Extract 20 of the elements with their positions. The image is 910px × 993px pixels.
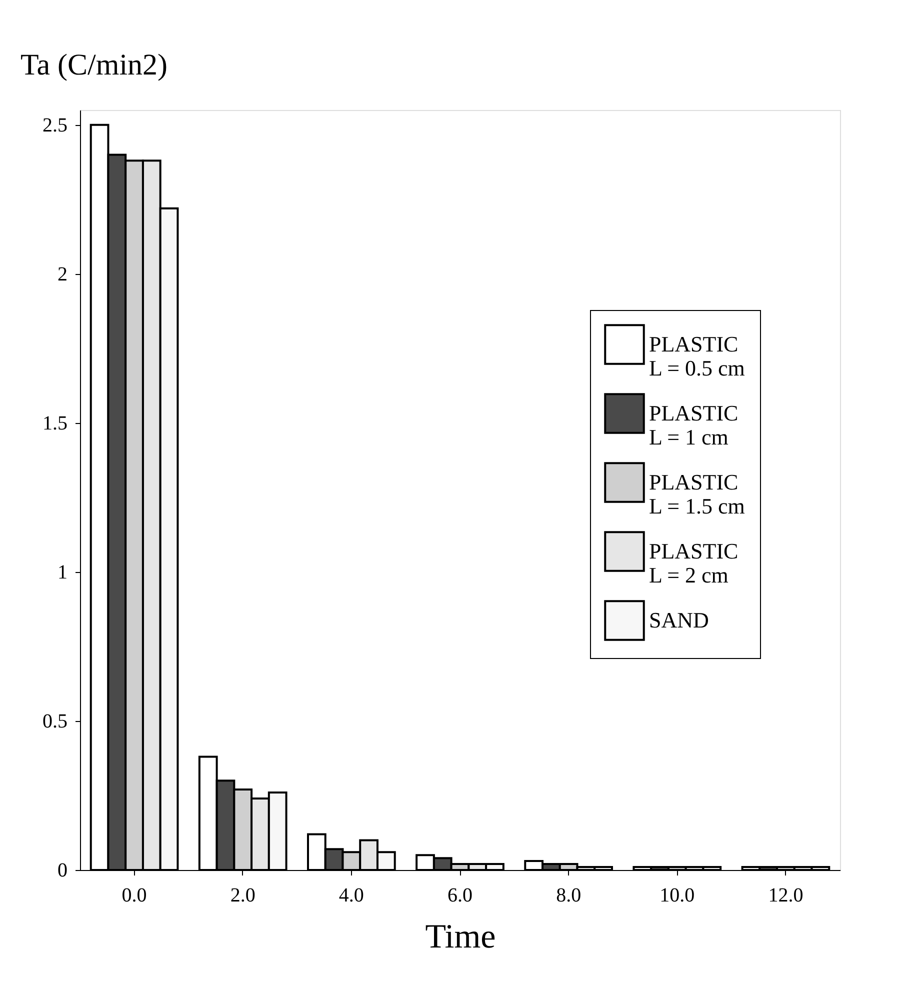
x-tick-label: 8.0 [556,884,582,906]
legend-label: SAND [649,608,709,632]
legend-label: PLASTIC L = 2 cm [649,538,738,588]
y-tick-label: 0.5 [42,710,68,732]
x-axis-title: Time [425,918,496,956]
x-tick-label: 2.0 [230,884,256,906]
y-tick-label: 0 [58,860,68,882]
y-tick-label: 2.5 [42,114,68,136]
y-axis-title: Ta (C/min2) [20,48,168,82]
legend-label: PLASTIC L = 1.5 cm [649,470,745,518]
x-tick-label: 10.0 [660,884,695,906]
legend-label: PLASTIC L = 0.5 cm [649,332,745,380]
y-tick-label: 1.5 [42,412,68,434]
x-tick-label: 12.0 [768,884,804,906]
x-tick-label: 6.0 [448,884,472,906]
legend-label: PLASTIC L = 1 cm [649,400,738,450]
y-tick-label: 1 [58,561,68,584]
y-tick-label: 2 [58,263,68,286]
x-tick-label: 0.0 [122,884,147,906]
x-tick-label: 4.0 [338,884,364,906]
